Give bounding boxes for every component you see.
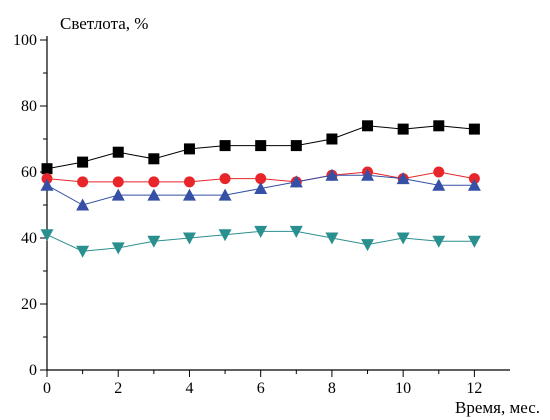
x-tick-label: 12 [466, 380, 482, 397]
data-point [433, 166, 445, 178]
data-point [182, 188, 196, 201]
data-point [467, 235, 481, 248]
data-point [326, 133, 338, 145]
data-point [255, 140, 267, 152]
data-point [148, 153, 160, 165]
series-3 [40, 168, 481, 211]
x-axis-label: Время, мес. [455, 398, 540, 417]
data-point [183, 143, 195, 155]
data-point [77, 176, 89, 188]
data-point [396, 172, 410, 185]
data-point [112, 146, 124, 158]
data-point [111, 242, 125, 255]
data-point [40, 229, 54, 242]
y-axis-label: Светлота, % [60, 14, 148, 33]
data-point [40, 178, 54, 191]
data-point [325, 232, 339, 245]
data-point [467, 178, 481, 191]
data-point [255, 173, 267, 185]
data-point [77, 156, 89, 168]
data-point [254, 182, 268, 194]
data-point [432, 178, 446, 191]
data-point [218, 229, 232, 242]
chart-axes: 0 2 4 6 8 10 12 0 20 40 60 80 100 [13, 32, 510, 397]
data-point [148, 176, 160, 188]
y-tick-label: 0 [29, 362, 37, 379]
y-tick-label: 40 [21, 230, 37, 247]
data-point [289, 175, 303, 188]
x-tick-label: 8 [328, 380, 336, 397]
data-point [183, 176, 195, 188]
y-tick-label: 20 [21, 296, 37, 313]
data-point [219, 173, 231, 185]
data-point [219, 140, 231, 152]
data-point [397, 123, 409, 135]
data-point [147, 235, 161, 248]
data-point [325, 168, 339, 181]
x-tick-label: 6 [257, 380, 265, 397]
data-point [396, 232, 410, 245]
data-point [182, 232, 196, 245]
data-point [111, 188, 125, 201]
y-tick-label: 100 [13, 32, 37, 49]
data-point [76, 245, 90, 258]
data-point [362, 120, 374, 132]
data-point [41, 173, 53, 185]
data-point [290, 140, 302, 152]
data-point [218, 188, 232, 201]
chart-series [40, 120, 481, 258]
x-tick-label: 2 [114, 380, 122, 397]
data-point [468, 173, 480, 185]
y-tick-label: 80 [21, 98, 37, 115]
data-point [361, 239, 375, 252]
y-tick-label: 60 [21, 164, 37, 181]
data-point [76, 198, 90, 211]
series-1 [41, 120, 480, 175]
series-4 [40, 225, 481, 258]
x-tick-label: 10 [395, 380, 411, 397]
x-tick-label: 0 [43, 380, 51, 397]
data-point [361, 168, 375, 181]
data-point [433, 120, 445, 132]
data-point [468, 123, 480, 135]
data-point [254, 225, 268, 238]
data-point [432, 235, 446, 248]
data-point [112, 176, 124, 188]
data-point [147, 188, 161, 201]
x-tick-label: 4 [185, 380, 193, 397]
data-point [289, 225, 303, 238]
data-point [41, 163, 53, 175]
